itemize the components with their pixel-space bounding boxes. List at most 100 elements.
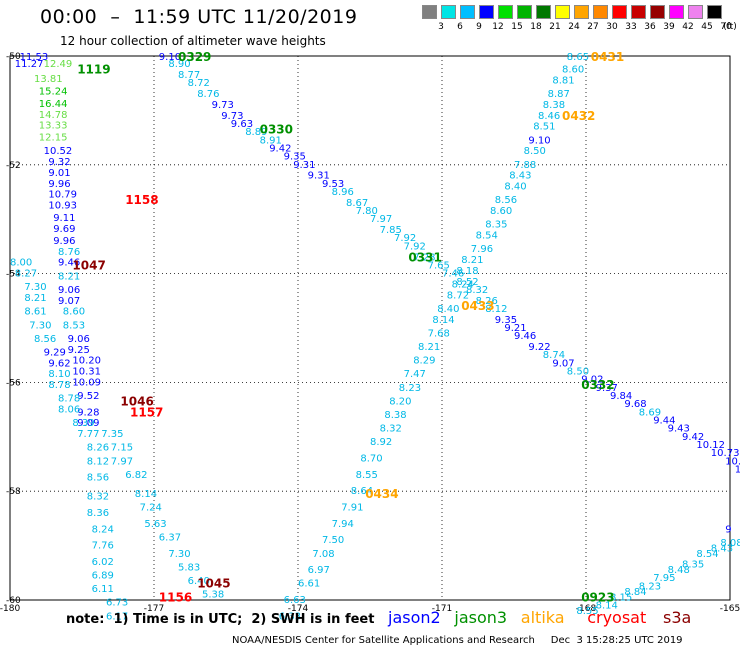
- swh-value: 10.51: [725, 456, 740, 467]
- swh-value: 7.46: [442, 269, 464, 280]
- swh-value: 9.10: [528, 135, 550, 146]
- swh-value: 10.31: [72, 367, 101, 378]
- swh-value: 10.12: [696, 440, 725, 451]
- pass-time-label: 0329: [178, 50, 211, 64]
- swh-value: 8.06: [58, 405, 80, 416]
- y-tick-label: -58: [6, 487, 21, 497]
- swh-value: 8.40: [504, 182, 526, 193]
- swh-value: 8.21: [58, 271, 80, 282]
- swh-value: 9.25: [68, 345, 90, 356]
- swh-value: 8.87: [548, 89, 570, 100]
- x-tick-label: -165: [720, 604, 740, 614]
- legend-swatch: [422, 5, 437, 19]
- swh-value: 7.95: [653, 573, 675, 584]
- swh-value: 7.30: [168, 549, 190, 560]
- swh-value: 8.55: [576, 606, 598, 617]
- y-tick-label: -54: [6, 270, 21, 280]
- swh-value: 10.73: [711, 448, 740, 459]
- swh-value: 8.76: [197, 89, 219, 100]
- legend-swatch: [650, 5, 665, 19]
- x-tick-label: -180: [0, 604, 20, 614]
- swh-value: 8.43: [509, 171, 531, 182]
- swh-value: 8.96: [332, 187, 354, 198]
- swh-value: 6.73: [106, 598, 128, 609]
- swh-value: 6.17: [106, 611, 128, 622]
- pass-time-label: 1156: [159, 590, 192, 604]
- chart-subtitle: 12 hour collection of altimeter wave hei…: [60, 34, 326, 48]
- satellite-name: s3a: [663, 608, 692, 627]
- satellite-name: cryosat: [587, 608, 647, 627]
- swh-value: 7.97: [370, 214, 392, 225]
- swh-value: 7.47: [404, 369, 426, 380]
- pass-time-label: 1119: [77, 63, 110, 77]
- swh-value: 8.00: [10, 258, 32, 269]
- footer-credit: NOAA/NESDIS Center for Satellite Applica…: [232, 635, 683, 646]
- swh-value: 8.46: [538, 111, 560, 122]
- swh-value: 7.80: [356, 206, 378, 217]
- pass-time-label: 0332: [581, 378, 614, 392]
- swh-value: 7.30: [24, 282, 46, 293]
- swh-value: 7.24: [140, 503, 162, 514]
- swh-value: 6.40: [188, 576, 210, 587]
- swh-value: 8.15: [610, 592, 632, 603]
- swh-value: 8.76: [58, 247, 80, 258]
- pass-time-label: 0331: [408, 250, 441, 264]
- pass-time-label: 0434: [365, 487, 398, 501]
- swh-value: 8.60: [490, 206, 512, 217]
- swh-value: 6.33: [279, 611, 301, 622]
- swh-value: 7.85: [380, 225, 402, 236]
- swh-value: 9.31: [308, 171, 330, 182]
- swh-value: 9.62: [48, 358, 70, 369]
- swh-value: 7.30: [29, 320, 51, 331]
- swh-value: 6.63: [284, 595, 306, 606]
- swh-value: 7.92: [394, 233, 416, 244]
- legend-swatch: [441, 5, 456, 19]
- legend-label: 33: [625, 22, 637, 32]
- swh-value: 9.63: [231, 119, 253, 130]
- swh-value: 8.54: [696, 549, 718, 560]
- swh-value: 9.46: [58, 258, 80, 269]
- legend-label: 27: [587, 22, 599, 32]
- swh-value: 8.50: [567, 367, 589, 378]
- swh-value: 9.01: [48, 168, 70, 179]
- swh-value: 9.37: [596, 383, 618, 394]
- swh-value: 8.08: [720, 538, 740, 549]
- swh-value: 9.09: [77, 418, 99, 429]
- swh-value: 7.91: [341, 503, 363, 514]
- swh-value: 10.20: [72, 356, 101, 367]
- swh-value: 8.26: [476, 296, 498, 307]
- swh-value: 7.28: [413, 252, 435, 263]
- pass-time-label: 1046: [120, 394, 153, 408]
- legend-swatch: [517, 5, 532, 19]
- swh-value: 8.52: [456, 277, 478, 288]
- swh-value: 10.52: [44, 146, 73, 157]
- swh-value: 9.10: [159, 52, 181, 63]
- swh-value: 8.77: [178, 70, 200, 81]
- swh-value: 8.56: [495, 195, 517, 206]
- footer-note: note: 1) Time is in UTC; 2) SWH is in fe…: [66, 612, 375, 627]
- swh-value: 7.50: [322, 535, 344, 546]
- pass-time-label: 1157: [130, 405, 163, 419]
- legend-unit: (ft): [723, 22, 737, 32]
- legend-label: 18: [530, 22, 542, 32]
- swh-value: 8.40: [437, 304, 459, 315]
- legend-label: 6: [457, 22, 463, 32]
- swh-value: 8.72: [188, 78, 210, 89]
- swh-value: 8.20: [389, 396, 411, 407]
- legend-label: 70: [720, 22, 732, 32]
- swh-value: 7.77: [77, 429, 99, 440]
- swh-value: 16.44: [39, 99, 68, 110]
- pass-time-label: 0923: [581, 590, 614, 604]
- y-tick-label: -60: [6, 596, 21, 606]
- swh-value: 8.14: [432, 315, 454, 326]
- swh-value: 8.29: [413, 356, 435, 367]
- swh-value: 8.10: [48, 369, 70, 380]
- swh-value: 7.97: [111, 456, 133, 467]
- swh-value: 9.69: [53, 224, 75, 235]
- swh-value: 8.56: [87, 473, 109, 484]
- legend-swatch: [555, 5, 570, 19]
- swh-value: 8.92: [370, 437, 392, 448]
- swh-value: 9.32: [48, 157, 70, 168]
- swh-value: 7.65: [428, 260, 450, 271]
- swh-value: 8.23: [639, 581, 661, 592]
